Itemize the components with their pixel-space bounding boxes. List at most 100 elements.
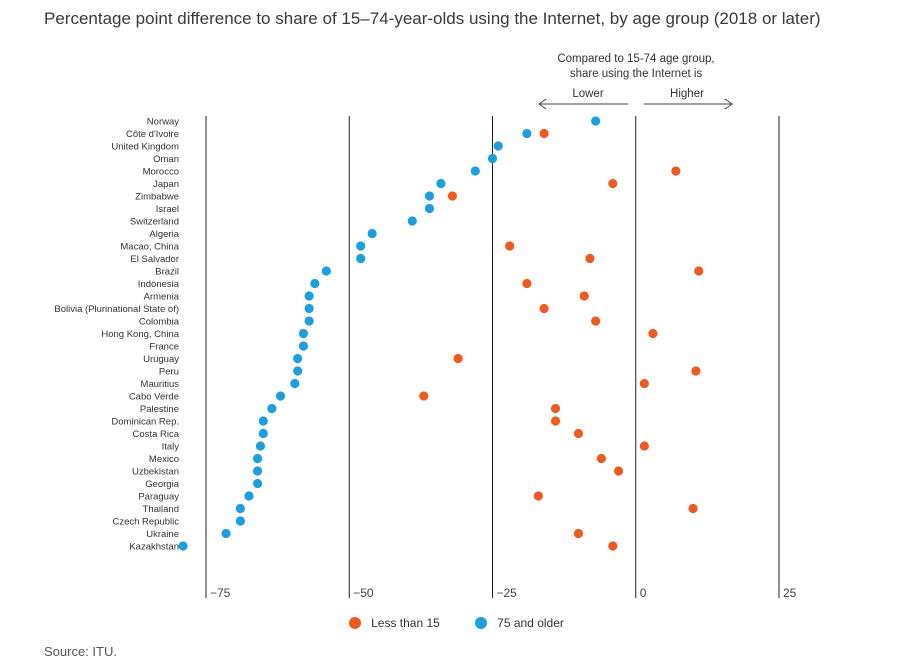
point-75-and-older-31 [235, 503, 245, 514]
data-points [178, 116, 704, 551]
point-less-than-15-21 [639, 378, 649, 389]
country-label-18: France [149, 342, 179, 353]
point-less-than-15-1 [539, 128, 549, 139]
point-less-than-15-33 [573, 528, 584, 539]
country-label-6: Zimbabwe [135, 192, 179, 203]
point-less-than-15-12 [694, 266, 704, 276]
country-label-30: Paraguay [138, 492, 179, 503]
point-75-and-older-23 [267, 403, 277, 414]
point-less-than-15-13 [522, 278, 532, 289]
country-label-21: Mauritius [140, 379, 179, 390]
country-label-23: Palestine [140, 404, 179, 415]
country-label-11: El Salvador [130, 254, 179, 265]
point-75-and-older-18 [298, 341, 309, 351]
point-75-and-older-15 [304, 303, 314, 314]
country-label-5: Japan [153, 179, 179, 190]
x-tick-label-0: −75 [210, 586, 231, 600]
higher-arrow-head [724, 98, 733, 110]
country-label-17: Hong Kong, China [101, 329, 179, 340]
point-less-than-15-24 [550, 416, 561, 426]
country-label-13: Indonesia [138, 279, 180, 290]
country-label-19: Uruguay [143, 354, 179, 365]
lower-arrow-head [538, 98, 547, 110]
point-75-and-older-21 [290, 378, 300, 389]
point-less-than-15-6 [447, 191, 457, 201]
point-75-and-older-19 [293, 353, 303, 364]
country-label-25: Costa Rica [133, 429, 180, 440]
country-label-32: Czech Republic [112, 517, 179, 528]
country-label-2: United Kingdom [111, 142, 179, 153]
country-label-15: Bolivia (Plurinational State of) [54, 304, 179, 315]
point-less-than-15-16 [591, 316, 601, 326]
country-label-10: Macao, China [120, 242, 179, 253]
point-75-and-older-20 [293, 366, 303, 376]
annotation-heading-line2: share using the Internet is [570, 68, 703, 80]
point-less-than-15-10 [505, 241, 515, 251]
point-75-and-older-16 [304, 316, 314, 326]
annotation-higher-label: Higher [670, 88, 704, 100]
direction-annotation: Compared to 15-74 age group, share using… [538, 53, 733, 110]
point-less-than-15-25 [573, 428, 584, 439]
country-label-22: Cabo Verde [129, 392, 179, 403]
country-label-7: Israel [156, 204, 179, 215]
point-less-than-15-20 [691, 366, 701, 376]
country-label-27: Mexico [149, 454, 179, 465]
point-less-than-15-23 [550, 403, 561, 414]
country-label-14: Armenia [144, 292, 180, 303]
country-label-4: Morocco [143, 167, 179, 178]
point-75-and-older-10 [356, 241, 366, 251]
country-label-0: Norway [147, 117, 179, 128]
point-75-and-older-3 [487, 153, 498, 164]
country-label-8: Switzerland [130, 217, 179, 228]
legend-swatch-less-than-15 [349, 617, 362, 629]
gridlines [205, 116, 780, 598]
point-75-and-older-12 [321, 266, 331, 276]
country-label-20: Peru [159, 367, 179, 378]
country-label-9: Algeria [149, 229, 179, 240]
point-75-and-older-34 [178, 541, 188, 551]
country-label-24: Dominican Rep. [111, 417, 179, 428]
point-75-and-older-28 [252, 466, 263, 476]
x-tick-label-2: −25 [497, 586, 518, 600]
point-75-and-older-26 [255, 441, 266, 451]
country-label-31: Thailand [143, 504, 179, 515]
point-75-and-older-14 [304, 291, 314, 301]
point-75-and-older-32 [235, 516, 245, 526]
chart-title: Percentage point difference to share of … [44, 9, 821, 28]
point-less-than-15-14 [579, 291, 589, 301]
country-label-12: Brazil [155, 267, 179, 278]
point-75-and-older-22 [275, 391, 286, 401]
point-75-and-older-4 [470, 166, 480, 176]
point-75-and-older-13 [310, 278, 320, 289]
point-75-and-older-33 [221, 528, 231, 539]
point-less-than-15-34 [608, 541, 618, 551]
legend-item-75-and-older: 75 and older [475, 616, 564, 630]
point-less-than-15-28 [613, 466, 624, 476]
point-less-than-15-30 [533, 491, 543, 501]
point-less-than-15-22 [419, 391, 429, 401]
x-tick-label-1: −50 [353, 586, 374, 600]
point-less-than-15-26 [639, 441, 649, 451]
point-less-than-15-15 [539, 303, 549, 314]
country-label-29: Georgia [145, 479, 180, 490]
point-75-and-older-29 [252, 478, 263, 489]
point-less-than-15-19 [453, 353, 463, 364]
x-tick-labels: −75 −50 −25 0 25 [210, 586, 797, 600]
legend-swatch-75-and-older [475, 617, 488, 629]
legend-label-less-than-15: Less than 15 [371, 616, 440, 630]
point-less-than-15-31 [688, 503, 698, 514]
point-75-and-older-1 [522, 128, 532, 139]
point-75-and-older-5 [436, 178, 446, 189]
country-label-28: Uzbekistan [132, 467, 179, 478]
point-75-and-older-9 [367, 228, 377, 239]
point-75-and-older-11 [356, 253, 366, 264]
point-less-than-15-17 [648, 328, 658, 339]
country-label-34: Kazakhstan [129, 542, 179, 553]
point-less-than-15-11 [585, 253, 595, 264]
point-less-than-15-4 [671, 166, 681, 176]
point-75-and-older-30 [244, 491, 254, 501]
source-note: Source: ITU. [44, 644, 117, 659]
point-75-and-older-27 [252, 453, 263, 464]
